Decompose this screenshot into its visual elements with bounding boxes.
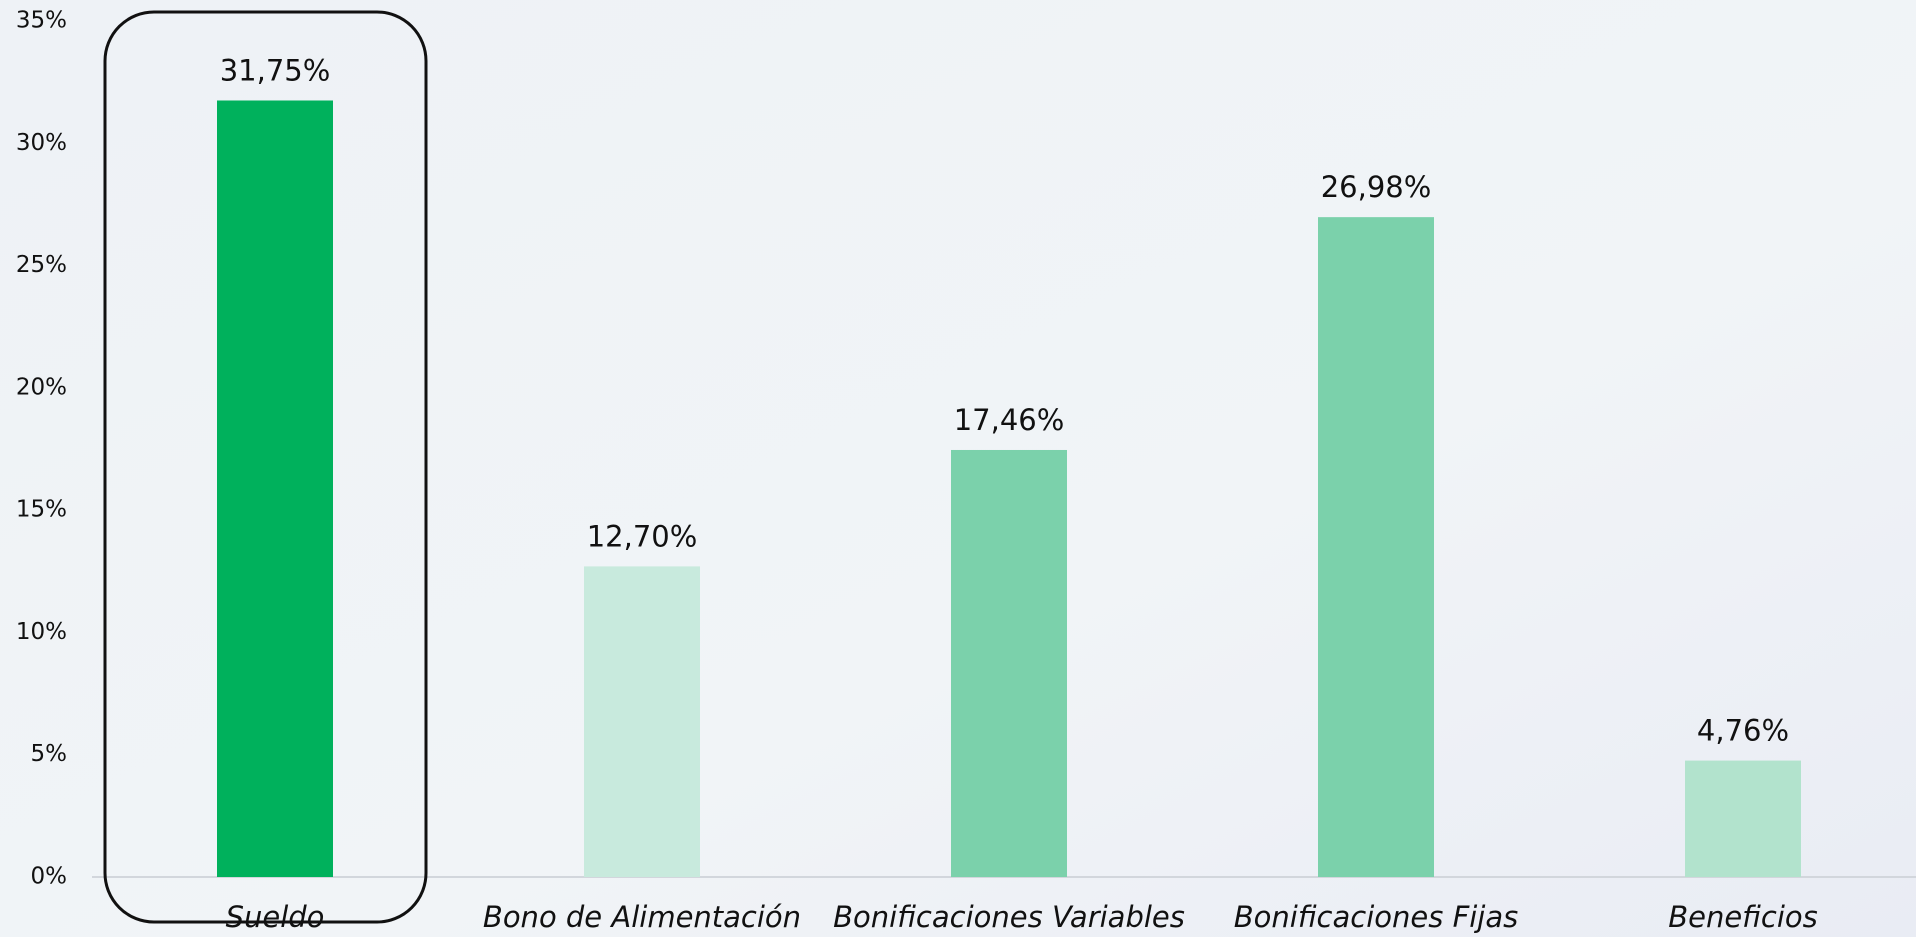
y-tick-label: 25%: [16, 252, 67, 278]
y-tick-label: 5%: [31, 741, 68, 767]
highlight-box: [103, 10, 428, 924]
y-tick-label: 20%: [16, 374, 67, 400]
value-label: 4,76%: [1697, 714, 1789, 748]
y-tick-label: 30%: [16, 130, 67, 156]
value-label: 17,46%: [954, 403, 1065, 437]
x-tick-label: Bonificaciones Fijas: [1234, 900, 1519, 934]
bar: [1318, 217, 1434, 877]
x-tick-label: Beneficios: [1668, 900, 1818, 934]
value-label: 31,75%: [220, 53, 331, 87]
x-tick-label: Sueldo: [226, 900, 325, 934]
value-label: 12,70%: [587, 519, 698, 553]
y-tick-label: 0%: [31, 864, 68, 890]
bar: [584, 566, 700, 877]
y-tick-label: 10%: [16, 619, 67, 645]
x-tick-label: Bono de Alimentación: [483, 900, 801, 934]
x-tick-label: Bonificaciones Variables: [833, 900, 1185, 934]
bar: [951, 449, 1067, 877]
bar: [1685, 760, 1801, 877]
y-tick-label: 35%: [16, 8, 67, 34]
value-label: 26,98%: [1321, 170, 1432, 204]
bar: [217, 100, 333, 877]
y-tick-label: 15%: [16, 497, 67, 523]
